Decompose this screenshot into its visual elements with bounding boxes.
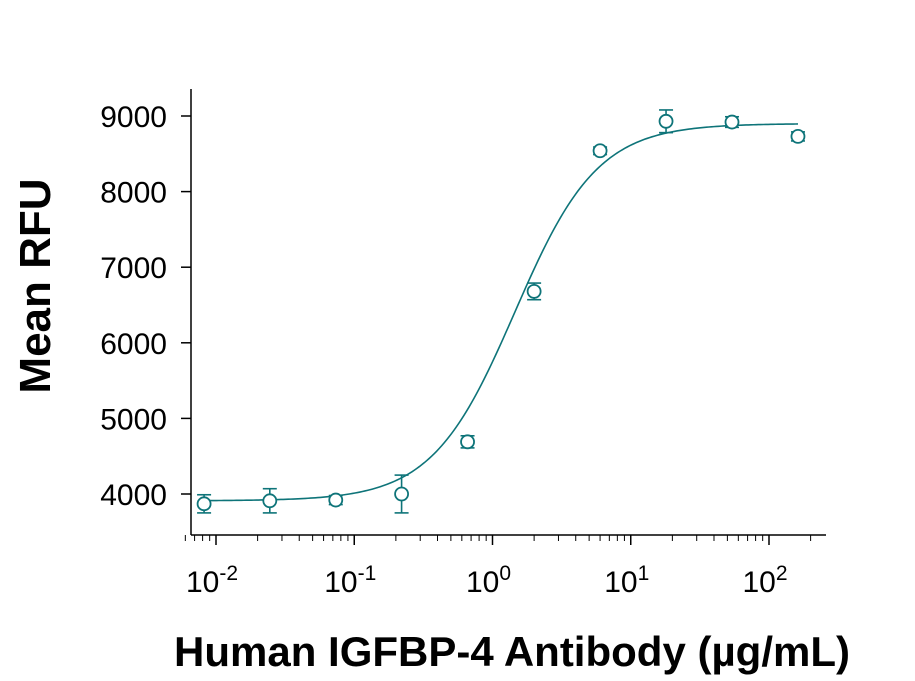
x-tick-base: 10 xyxy=(604,566,637,599)
x-tick-exponent: 0 xyxy=(499,562,511,585)
data-point xyxy=(724,114,740,130)
x-axis: 10-2 10-1 100 101 102 xyxy=(184,534,826,599)
point-marker xyxy=(460,434,475,450)
y-tick-label: 9000 xyxy=(100,101,167,134)
point-marker xyxy=(394,486,409,502)
x-ticks: 10-2 10-1 100 101 102 xyxy=(184,535,812,599)
x-tick-base: 10 xyxy=(324,566,357,599)
x-tick-label: 102 xyxy=(742,562,787,599)
point-marker xyxy=(196,496,212,512)
data-point xyxy=(460,434,475,450)
y-tick-label: 8000 xyxy=(100,177,167,210)
point-marker xyxy=(790,129,806,144)
data-point xyxy=(658,109,674,134)
x-tick-label: 10-1 xyxy=(324,562,376,599)
x-tick-exponent: 2 xyxy=(776,562,788,585)
x-tick-base: 10 xyxy=(186,566,219,599)
y-axis-title: Mean RFU xyxy=(11,178,60,393)
y-axis: 4000 5000 6000 7000 8000 9000 xyxy=(100,89,192,535)
x-tick-label: 100 xyxy=(466,562,511,599)
x-tick-exponent: -1 xyxy=(358,562,377,585)
data-point xyxy=(262,487,278,514)
point-marker xyxy=(328,492,344,508)
data-point xyxy=(196,493,212,514)
fit-curve-layer xyxy=(204,123,798,502)
data-point xyxy=(328,492,344,508)
y-tick-label: 4000 xyxy=(100,479,167,512)
data-point xyxy=(394,474,409,514)
data-point xyxy=(526,282,542,301)
y-tick-label: 6000 xyxy=(100,328,167,361)
point-marker xyxy=(592,143,608,159)
point-marker xyxy=(724,114,740,130)
x-axis-title: Human IGFBP-4 Antibody (µg/mL) xyxy=(174,628,850,675)
point-marker xyxy=(658,113,674,129)
fit-curve xyxy=(204,123,798,502)
data-point xyxy=(790,129,806,144)
point-marker xyxy=(262,493,278,509)
y-ticks: 4000 5000 6000 7000 8000 9000 xyxy=(100,101,191,512)
x-tick-label: 101 xyxy=(604,562,649,599)
x-tick-base: 10 xyxy=(466,566,499,599)
x-tick-base: 10 xyxy=(742,566,775,599)
point-marker xyxy=(526,283,542,299)
x-tick-exponent: 1 xyxy=(638,562,650,585)
data-point xyxy=(592,143,608,159)
y-tick-label: 7000 xyxy=(100,252,167,285)
y-tick-label: 5000 xyxy=(100,403,167,436)
x-tick-label: 10-2 xyxy=(186,562,238,599)
x-tick-exponent: -2 xyxy=(219,562,238,585)
data-points-layer xyxy=(196,109,806,514)
